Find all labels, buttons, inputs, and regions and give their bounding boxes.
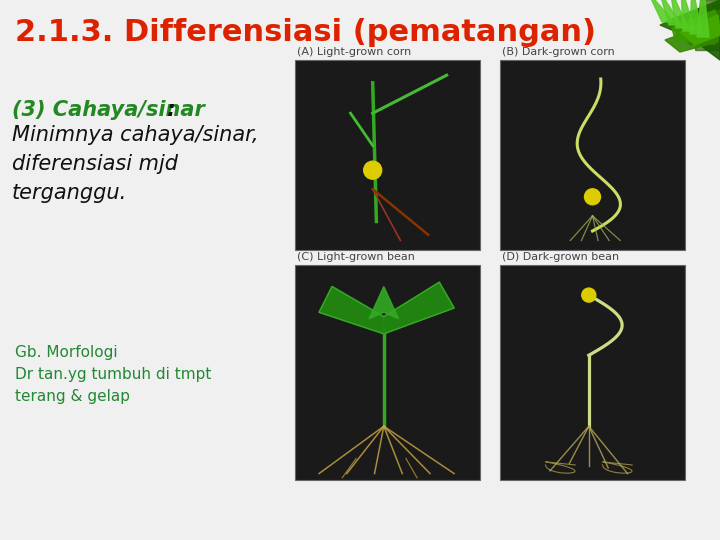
Text: (D) Dark-grown bean: (D) Dark-grown bean: [502, 252, 619, 262]
Bar: [500, 60, 685, 250]
Text: Gb. Morfologi
Dr tan.yg tumbuh di tmpt
terang & gelap: Gb. Morfologi Dr tan.yg tumbuh di tmpt t…: [15, 345, 212, 404]
Text: :: :: [160, 100, 176, 120]
Text: 2.1.3. Differensiasi (pematangan): 2.1.3. Differensiasi (pematangan): [15, 18, 596, 47]
Text: (B) Dark-grown corn: (B) Dark-grown corn: [502, 47, 615, 57]
Polygon shape: [369, 287, 399, 319]
Polygon shape: [681, 0, 695, 31]
Polygon shape: [660, 5, 720, 42]
Text: Minimnya cahaya/sinar,
diferensiasi mjd
terganggu.: Minimnya cahaya/sinar, diferensiasi mjd …: [12, 125, 258, 202]
Polygon shape: [670, 0, 720, 45]
Text: (C) Light-grown bean: (C) Light-grown bean: [297, 252, 415, 262]
Bar: [500, 265, 685, 480]
Circle shape: [582, 288, 596, 302]
Polygon shape: [697, 0, 709, 37]
Circle shape: [585, 189, 600, 205]
Polygon shape: [680, 15, 720, 45]
Polygon shape: [659, 0, 681, 25]
Polygon shape: [665, 20, 720, 52]
Polygon shape: [695, 0, 720, 50]
Bar: [295, 265, 480, 480]
Polygon shape: [672, 10, 720, 42]
Polygon shape: [670, 0, 688, 28]
Polygon shape: [680, 0, 720, 60]
Polygon shape: [690, 0, 702, 34]
Text: (A) Light-grown corn: (A) Light-grown corn: [297, 47, 411, 57]
Text: (3) Cahaya/sinar: (3) Cahaya/sinar: [12, 100, 204, 120]
Polygon shape: [384, 282, 454, 334]
Polygon shape: [648, 0, 674, 22]
Circle shape: [364, 161, 382, 179]
Polygon shape: [675, 10, 720, 45]
Bar: [295, 60, 480, 250]
Polygon shape: [319, 287, 384, 334]
